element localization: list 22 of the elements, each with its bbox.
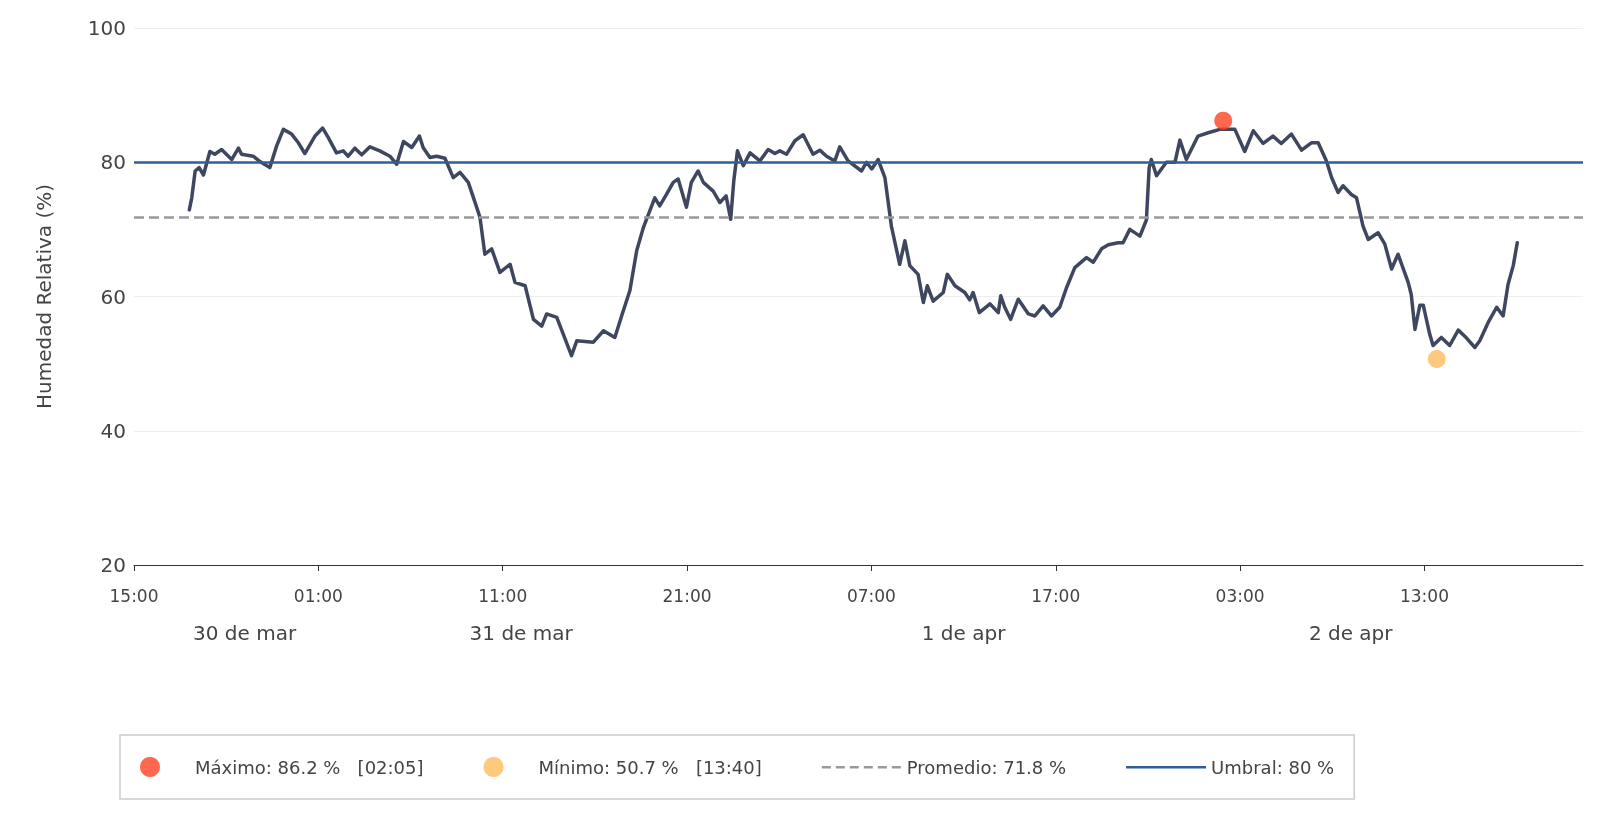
y-tick-label: 80 [100, 150, 126, 175]
x-tick-label: 17:00 [1031, 585, 1081, 606]
x-tick-label: 13:00 [1399, 585, 1449, 606]
x2-tick-label: 1 de apr [921, 621, 1007, 645]
y-tick-label: 40 [100, 418, 126, 443]
y-tick-label: 100 [87, 16, 126, 40]
legend-label: Mínimo: 50.7 % [13:40] [538, 756, 762, 778]
x-tick-label: 15:00 [109, 585, 159, 606]
x-tick-label: 03:00 [1215, 585, 1265, 606]
x2-tick-label: 2 de apr [1308, 621, 1394, 645]
x-tick-label: 11:00 [478, 585, 528, 606]
y-axis-title: Humedad Relativa (%) [32, 183, 56, 410]
y-tick-label: 60 [100, 284, 126, 309]
x-tick-label: 01:00 [293, 585, 343, 606]
x2-tick-label: 31 de mar [469, 621, 574, 645]
x2-tick-label: 30 de mar [193, 621, 297, 645]
y-tick-label: 20 [100, 553, 126, 577]
legend-label: Promedio: 71.8 % [906, 756, 1067, 778]
legend-label: Umbral: 80 % [1211, 756, 1335, 778]
x-tick-label: 21:00 [662, 585, 712, 606]
legend-label: Máximo: 86.2 % [02:05] [195, 756, 424, 778]
x-tick-label: 07:00 [846, 585, 896, 606]
